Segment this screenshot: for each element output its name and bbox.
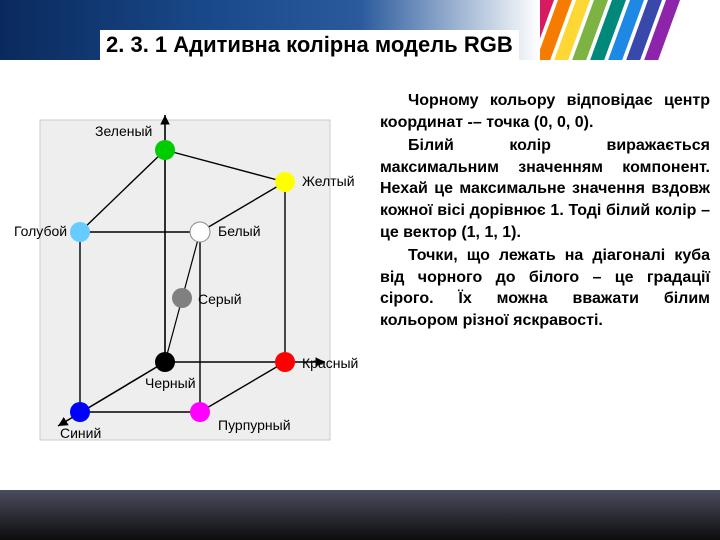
- yellow-node: [275, 172, 295, 192]
- page-title: 2. 3. 1 Адитивна колірна модель RGB: [100, 30, 519, 60]
- rgb-cube-diagram: Черный Красный Зеленый Синий Желтый Голубой Пу…: [10, 90, 360, 470]
- footer-bar: [0, 490, 720, 540]
- paragraph-1: Чорному кольору відповідає центр координ…: [380, 90, 710, 133]
- paragraph-2: Білий колір виражається максимальним зна…: [380, 135, 710, 243]
- magenta-node: [190, 402, 210, 422]
- red-label: Красный: [302, 355, 358, 371]
- white-node: [190, 222, 210, 242]
- black-label: Черный: [145, 375, 196, 391]
- blue-node: [70, 402, 90, 422]
- cyan-label: Голубой: [14, 223, 67, 239]
- gray-node: [172, 288, 192, 308]
- black-node: [155, 352, 175, 372]
- white-label: Белый: [218, 223, 261, 239]
- yellow-label: Желтый: [302, 173, 355, 189]
- magenta-label: Пурпурный: [218, 417, 291, 433]
- cyan-node: [70, 222, 90, 242]
- blue-label: Синий: [60, 425, 101, 441]
- green-label: Зеленый: [95, 123, 152, 139]
- gray-label: Серый: [198, 291, 242, 307]
- description-text: Чорному кольору відповідає центр координ…: [380, 90, 710, 334]
- header-accent: [540, 0, 720, 60]
- paragraph-3: Точки, що лежать на діагоналі куба від ч…: [380, 245, 710, 331]
- red-node: [275, 352, 295, 372]
- green-node: [155, 140, 175, 160]
